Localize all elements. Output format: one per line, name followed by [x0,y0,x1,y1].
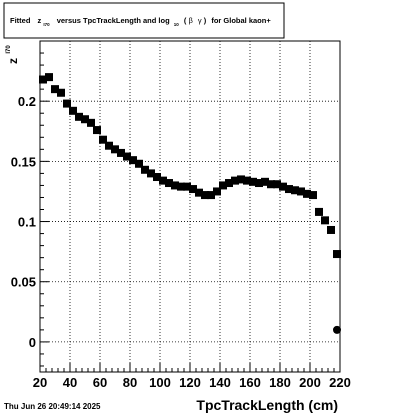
timestamp: Thu Jun 26 20:49:14 2025 [4,402,101,411]
data-point [267,180,275,189]
data-point [333,250,341,259]
data-point [153,173,161,182]
data-point [87,118,95,127]
data-point [111,145,119,154]
data-point [147,169,155,178]
data-point [213,187,221,196]
x-tick-label: 220 [329,375,351,390]
data-point [189,185,197,194]
y-tick-label: 0.05 [11,275,36,290]
title-middle: versus TpcTrackLength and log [57,16,170,25]
data-point [309,191,317,200]
data-point [231,176,239,185]
x-axis-label: TpcTrackLength (cm) [196,397,338,413]
x-tick-label: 140 [209,375,231,390]
title-paren-open: ( [184,16,187,25]
data-point [63,99,71,108]
data-point [39,75,47,84]
title-z-sub: I70 [43,22,50,27]
y-tick-label: 0.2 [18,94,36,109]
y-tick-label: 0.1 [18,215,36,230]
y-tick-labels: 0 0.05 0.1 0.15 0.2 [11,94,36,350]
data-point [285,185,293,194]
data-point [51,85,59,94]
title-z: z [38,16,42,25]
data-point [135,159,143,168]
title-gamma: γ [198,16,202,25]
data-point [57,88,65,97]
data-point [99,135,107,144]
data-point [315,207,323,216]
axis-ticks [39,52,341,372]
data-point [219,181,227,190]
data-point [129,156,137,165]
data-point [123,152,131,161]
data-point [279,182,287,191]
title-beta: β [188,16,193,25]
data-point [249,177,257,186]
x-tick-label: 80 [123,375,137,390]
fit-point [333,325,341,334]
x-tick-label: 160 [239,375,261,390]
data-point [45,73,53,82]
x-tick-label: 180 [269,375,291,390]
data-point [225,179,233,188]
title-log-sub: 10 [174,22,180,27]
y-tick-label: 0 [29,335,36,350]
title-suffix: for Global kaon+ [211,16,271,25]
x-tick-label: 20 [33,375,47,390]
data-point [201,191,209,200]
x-tick-label: 200 [299,375,321,390]
data-point [117,148,125,157]
y-axis-label-sub: I70 [6,45,12,54]
data-point [69,106,77,115]
data-point [303,189,311,198]
data-point [321,216,329,225]
title-prefix: Fitted [10,16,31,25]
data-point [291,186,299,195]
x-tick-labels: 20 40 60 80 100 120 140 160 180 200 220 [33,375,351,390]
data-point [255,179,263,188]
data-point [141,165,149,174]
data-point [195,188,203,197]
y-tick-label: 0.15 [11,154,36,169]
data-points [39,73,341,334]
x-tick-label: 100 [149,375,171,390]
data-point [171,181,179,190]
x-tick-label: 120 [179,375,201,390]
svg-text:z I70: z I70 [6,45,20,64]
data-point [105,141,113,150]
data-point [159,176,167,185]
title-frame [3,2,285,39]
data-point [165,179,173,188]
data-point [93,126,101,135]
chart-title: Fitted z I70 versus TpcTrackLength and l… [3,2,285,39]
x-tick-label: 60 [93,375,107,390]
data-point [243,176,251,185]
data-point [297,187,305,196]
data-point [261,177,269,186]
y-axis-label: z I70 [6,45,20,64]
data-point [183,182,191,191]
x-tick-label: 40 [63,375,77,390]
data-point [75,112,83,121]
data-point [207,191,215,200]
data-point [273,180,281,189]
data-point [327,225,335,234]
y-axis-label-main: z [6,58,20,64]
title-paren-close: ) [204,16,207,25]
data-point [177,182,185,191]
data-point [237,175,245,184]
data-point [81,115,89,124]
svg-text:Fitted z I70: Fitted z I70 versus TpcTrackLength and l… [10,16,271,28]
grid [40,41,340,372]
plot-area: 20 40 60 80 100 120 140 160 180 200 220 0 0.05 0.1 0.… [11,40,351,390]
